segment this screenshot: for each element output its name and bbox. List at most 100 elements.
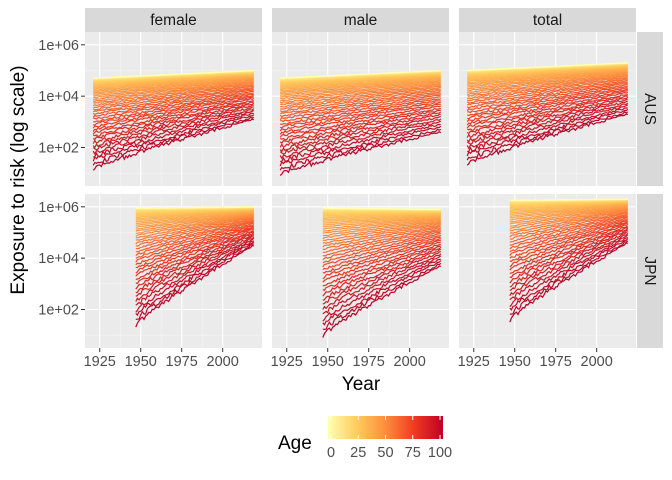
age-line — [280, 76, 441, 89]
age-line — [135, 237, 255, 306]
age-line — [280, 74, 441, 87]
age-line — [280, 77, 441, 91]
age-line — [92, 96, 254, 129]
age-line — [135, 222, 254, 259]
panel-jpn-female — [85, 194, 262, 348]
legend-tick-label: 0 — [327, 445, 335, 461]
age-line — [280, 100, 441, 126]
y-tick-label: 1e+06 — [38, 200, 79, 216]
legend-tick-label: 75 — [405, 445, 421, 461]
facet-strip-total — [459, 8, 636, 32]
age-line — [509, 222, 628, 268]
age-line — [279, 109, 441, 141]
age-line — [467, 87, 628, 117]
panel-jpn-total — [459, 194, 636, 348]
age-line — [93, 78, 254, 95]
y-tick-label: 1e+04 — [38, 89, 79, 105]
age-line — [135, 236, 255, 302]
legend-tick-label: 100 — [428, 445, 452, 461]
age-line — [467, 73, 628, 92]
age-line — [135, 227, 254, 274]
age-line — [280, 69, 441, 79]
age-line — [279, 93, 441, 115]
age-line — [279, 120, 442, 160]
age-line — [322, 221, 441, 237]
series-lines — [466, 62, 629, 166]
x-tick-label: 2000 — [581, 354, 613, 370]
age-line — [509, 225, 629, 274]
age-line — [135, 243, 255, 320]
age-line — [135, 241, 255, 317]
age-line — [509, 237, 628, 308]
age-line — [467, 78, 628, 102]
age-line — [466, 98, 628, 139]
age-line — [135, 219, 254, 250]
age-line — [509, 242, 628, 323]
age-line — [92, 114, 255, 162]
age-line — [466, 104, 629, 150]
age-line — [135, 213, 254, 230]
age-line — [92, 102, 255, 141]
age-line — [93, 83, 254, 104]
age-line — [509, 210, 628, 234]
age-line — [93, 85, 254, 109]
age-line — [93, 74, 254, 88]
axes: 1e+02 1e+04 1e+06 1e+02 1e+04 1e+06 1925 1950 19… — [38, 38, 613, 370]
age-line — [322, 245, 441, 292]
facet-label-male: male — [344, 12, 378, 29]
age-line — [280, 89, 441, 110]
age-line — [93, 69, 254, 79]
series-lines — [322, 207, 442, 338]
age-line — [92, 82, 254, 103]
age-line — [322, 246, 442, 297]
age-line — [509, 208, 628, 227]
age-line — [135, 220, 254, 253]
age-line — [92, 81, 254, 101]
age-line — [322, 231, 442, 261]
age-line — [466, 81, 628, 106]
age-line — [135, 211, 254, 225]
age-line — [322, 232, 441, 264]
x-tick-label: 1925 — [458, 354, 490, 370]
color-legend: Age 0 25 50 75 100 — [278, 416, 452, 461]
age-line — [92, 100, 254, 135]
age-line — [279, 130, 442, 176]
age-line — [466, 75, 628, 96]
age-line — [509, 226, 629, 279]
age-line — [280, 82, 441, 98]
age-line — [135, 214, 254, 234]
age-line — [509, 218, 629, 257]
age-line — [466, 90, 628, 123]
age-line — [509, 204, 628, 217]
x-tick-label: 1950 — [125, 354, 157, 370]
series-lines — [92, 69, 255, 171]
age-line — [280, 75, 441, 88]
age-line — [509, 201, 628, 210]
age-line — [322, 224, 441, 244]
age-line — [322, 228, 441, 253]
age-line — [279, 105, 442, 135]
age-line — [322, 223, 441, 241]
age-line — [509, 204, 628, 219]
age-line — [322, 234, 442, 268]
legend-tick-label: 50 — [377, 445, 393, 461]
series-lines — [509, 198, 629, 323]
age-line — [322, 260, 442, 326]
x-tick-label: 1975 — [540, 354, 572, 370]
age-line — [466, 108, 629, 157]
age-line — [466, 93, 628, 129]
age-line — [322, 222, 441, 240]
age-line — [509, 221, 628, 262]
age-line — [279, 111, 442, 144]
age-line — [322, 226, 441, 248]
age-line — [92, 106, 254, 149]
facet-strips: female male total AUS JPN — [85, 8, 663, 348]
age-line — [466, 79, 628, 104]
age-line — [466, 82, 629, 109]
x-tick-label: 1925 — [84, 354, 116, 370]
age-line — [93, 77, 254, 94]
age-line — [93, 94, 254, 123]
age-line — [279, 101, 441, 129]
age-line — [92, 90, 254, 118]
